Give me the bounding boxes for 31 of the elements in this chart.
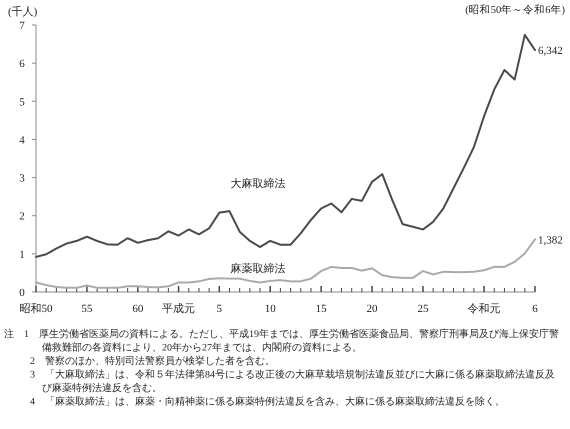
y-tick-label: 5 (19, 96, 26, 108)
y-tick-label: 4 (19, 134, 26, 146)
line-series (35, 238, 536, 289)
y-tick-label: 7 (19, 20, 26, 32)
y-axis-title: (千人) (8, 5, 38, 18)
x-tick-label: 60 (132, 303, 144, 315)
y-tick-label: 6 (19, 58, 26, 70)
x-tick-label: 55 (81, 303, 93, 315)
text: 4 「麻薬取締法」は、麻薬・向精神薬に係る麻薬特例法違反を含み、大麻に係る麻薬取締法違反を除く。 (30, 396, 505, 408)
x-tick-label: 10 (264, 303, 276, 315)
y-tick-label: 3 (19, 172, 26, 185)
y-tick-label: 0 (19, 287, 26, 299)
line-series (35, 34, 536, 258)
y-tick-label: 2 (19, 210, 25, 223)
x-tick-label: 5 (216, 303, 223, 315)
x-tick-label: 令和元 (468, 302, 501, 315)
x-tick-label: 25 (417, 303, 429, 315)
x-tick-label: 15 (316, 303, 328, 315)
text: 注 1 厚生労働省医薬局の資料による。ただし、平成19年までは、厚生労働省医薬食品局、警察庁刑事局及び海上保安庁警備救難部の各資料により、20年から27年までは、内閣府の資料による。 (4, 328, 559, 354)
text: 2 警察のほか、特別司法警察員が検挙した者を含む。 (30, 355, 275, 367)
text: 3 「大麻取締法」は、令和５年法律第84号による改正後の大麻草栽培規制法違反並びに大麻に係る麻薬取締法違反及び麻薬特例法違反を含む。 (30, 368, 555, 394)
annotation: 1,382 (538, 234, 563, 246)
chart-subtitle: (昭和50年～令和6年) (465, 3, 566, 16)
series-label: 大麻取締法 (230, 177, 286, 190)
x-tick-label: 昭和50 (20, 302, 53, 315)
x-tick-label: 平成元 (162, 302, 196, 315)
x-tick-label: 6 (532, 303, 538, 315)
y-tick-label: 1 (19, 248, 25, 261)
x-tick-label: 20 (366, 303, 378, 315)
annotation: 6,342 (538, 45, 563, 58)
series-label: 麻薬取締法 (230, 262, 286, 275)
